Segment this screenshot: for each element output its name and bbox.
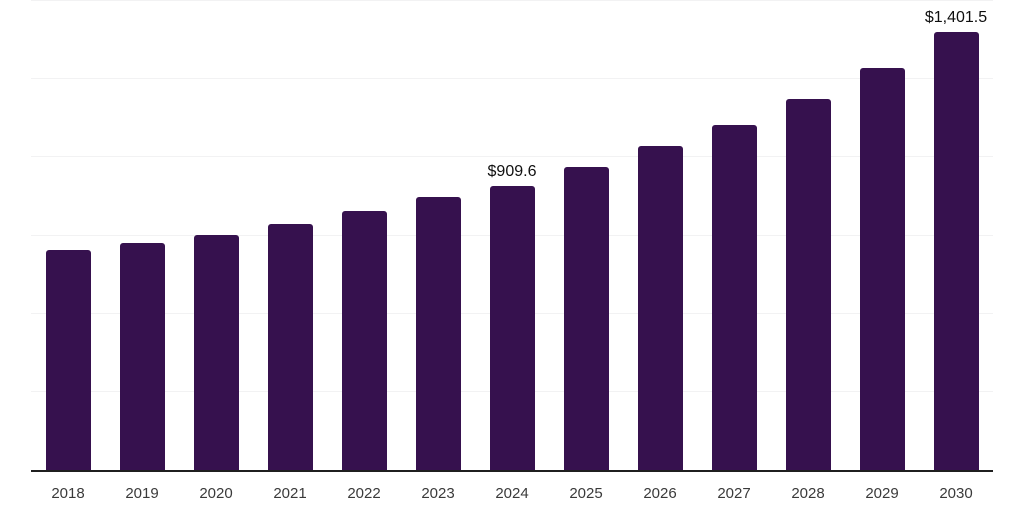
gridline-1250 — [31, 78, 993, 80]
x-tick-2020: 2020 — [199, 484, 233, 502]
x-tick-2022: 2022 — [347, 484, 381, 502]
x-tick-2019: 2019 — [125, 484, 159, 502]
bar-column-2018 — [31, 1, 105, 470]
gridline-1000 — [31, 156, 993, 158]
bar-column-2029 — [845, 1, 919, 470]
bar-2025[interactable] — [563, 167, 609, 470]
bar-2029[interactable] — [859, 67, 905, 470]
x-tick-2026: 2026 — [643, 484, 677, 502]
x-tick-2030: 2030 — [939, 484, 973, 502]
x-tick-2023: 2023 — [421, 484, 455, 502]
bar-2027[interactable] — [711, 124, 757, 470]
x-tick-2024: 2024 — [495, 484, 529, 502]
bar-2028[interactable] — [785, 98, 831, 470]
bars-container: $909.6 $1,401.5 — [31, 1, 993, 470]
bar-2019[interactable] — [119, 243, 165, 470]
bar-column-2025 — [549, 1, 623, 470]
bar-column-2028 — [771, 1, 845, 470]
bar-2024[interactable]: $909.6 — [488, 163, 536, 470]
bar-2023[interactable] — [415, 197, 461, 470]
x-tick-2025: 2025 — [569, 484, 603, 502]
x-tick-2029: 2029 — [865, 484, 899, 502]
bar-column-2022 — [327, 1, 401, 470]
bar-value-label-2024: $909.6 — [487, 162, 537, 180]
x-tick-2028: 2028 — [791, 484, 825, 502]
x-axis-line — [31, 470, 993, 472]
bar-2020[interactable] — [193, 234, 239, 470]
bar-column-2024: $909.6 — [475, 1, 549, 470]
x-tick-2027: 2027 — [717, 484, 751, 502]
bar-2026[interactable] — [637, 146, 683, 470]
gridline-1500 — [31, 0, 993, 1]
bar-2030[interactable]: $1,401.5 — [925, 9, 987, 470]
bar-column-2030: $1,401.5 — [919, 1, 993, 470]
x-tick-2018: 2018 — [51, 484, 85, 502]
bar-column-2020 — [179, 1, 253, 470]
plot-area: $909.6 $1,401.5 — [31, 0, 993, 472]
bar-column-2021 — [253, 1, 327, 470]
bar-column-2026 — [623, 1, 697, 470]
bar-2018[interactable] — [45, 250, 91, 470]
bar-column-2027 — [697, 1, 771, 470]
bar-column-2019 — [105, 1, 179, 470]
x-tick-2021: 2021 — [273, 484, 307, 502]
bar-column-2023 — [401, 1, 475, 470]
x-axis-tick-labels: 2018 2019 2020 2021 2022 2023 2024 2025 2026 2027… — [31, 472, 993, 512]
bar-2022[interactable] — [341, 211, 387, 470]
bar-2021[interactable] — [267, 223, 313, 470]
bar-value-label-2030: $1,401.5 — [924, 8, 988, 26]
